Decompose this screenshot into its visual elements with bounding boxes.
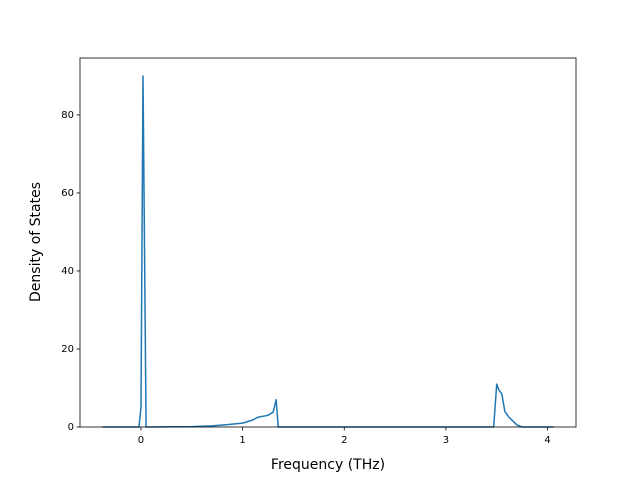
plot-frame [79, 57, 577, 428]
x-tick-label: 2 [341, 435, 347, 446]
x-tick-label: 1 [239, 435, 245, 446]
y-tick-label: 40 [61, 266, 74, 277]
y-tick-label: 80 [61, 110, 74, 121]
x-tick-label: 0 [138, 435, 144, 446]
x-tick-label: 4 [544, 435, 550, 446]
y-tick-label: 20 [61, 344, 74, 355]
y-axis-label: Density of States [28, 182, 44, 302]
x-tick-label: 3 [443, 435, 449, 446]
y-tick-label: 0 [68, 422, 74, 433]
y-tick-label: 60 [61, 188, 74, 199]
x-axis-label: Frequency (THz) [271, 457, 385, 473]
line-series [102, 75, 554, 428]
